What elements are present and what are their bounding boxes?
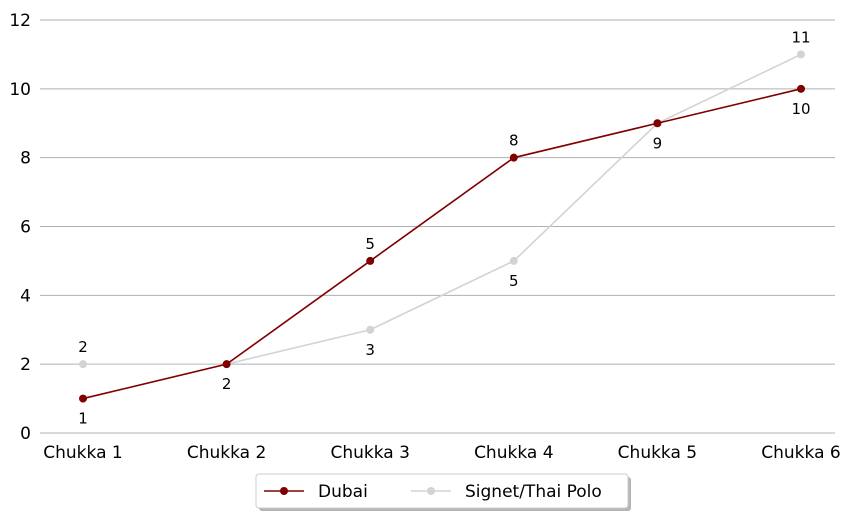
y-tick-label: 10 (9, 80, 31, 100)
x-tick-label: Chukka 6 (761, 443, 840, 463)
data-point-signet-thai-polo (366, 325, 375, 334)
y-axis-ticks: 0 2 4 6 8 10 12 (9, 11, 31, 444)
legend-label-signet-thai-polo: Signet/Thai Polo (465, 482, 602, 502)
series-line-signet-thai-polo (83, 53, 802, 365)
data-label-signet-thai-polo: 3 (365, 341, 375, 359)
series-line-dubai (82, 88, 802, 400)
x-axis-ticks: Chukka 1 Chukka 2 Chukka 3 Chukka 4 Chukka 5… (43, 443, 840, 463)
data-label-dubai: 1 (78, 410, 88, 428)
x-tick-label: Chukka 1 (43, 443, 122, 463)
data-label-signet-thai-polo: 2 (78, 338, 88, 356)
data-point-dubai (366, 256, 375, 265)
data-label-dubai: 8 (509, 132, 519, 150)
y-tick-label: 0 (20, 424, 31, 444)
y-tick-label: 12 (9, 11, 31, 31)
data-point-signet-thai-polo (509, 256, 518, 265)
data-point-signet-thai-polo (79, 360, 87, 369)
data-point-dubai (79, 394, 87, 403)
grid-lines (40, 19, 835, 434)
data-label-dubai: 10 (791, 100, 810, 118)
data-label-signet-thai-polo: 11 (791, 28, 810, 46)
x-tick-label: Chukka 4 (474, 443, 553, 463)
x-tick-label: Chukka 2 (187, 443, 266, 463)
data-point-dubai (222, 360, 231, 369)
series-layer (79, 50, 805, 403)
y-tick-label: 6 (20, 218, 31, 238)
y-tick-label: 8 (20, 149, 31, 169)
data-labels: 1 5 8 10 2 2 3 5 9 11 (78, 28, 810, 427)
data-label-signet-thai-polo: 9 (653, 134, 663, 152)
legend-label-dubai: Dubai (318, 482, 368, 502)
legend-swatch-marker-signet-thai-polo (427, 487, 435, 495)
data-point-signet-thai-polo (797, 50, 805, 59)
x-tick-label: Chukka 5 (618, 443, 697, 463)
y-tick-label: 2 (20, 355, 31, 375)
data-label-signet-thai-polo: 2 (222, 375, 232, 393)
x-tick-label: Chukka 3 (330, 443, 409, 463)
data-point-dubai (797, 84, 805, 93)
data-label-signet-thai-polo: 5 (509, 272, 519, 290)
legend: Dubai Signet/Thai Polo (255, 473, 631, 511)
data-point-dubai (509, 153, 518, 162)
y-tick-label: 4 (20, 286, 31, 306)
data-point-dubai (653, 119, 662, 128)
legend-swatch-marker-dubai (280, 487, 288, 495)
data-label-dubai: 5 (365, 235, 375, 253)
